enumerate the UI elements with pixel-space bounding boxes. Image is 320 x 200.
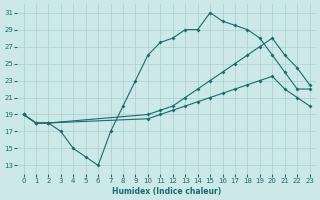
X-axis label: Humidex (Indice chaleur): Humidex (Indice chaleur): [112, 187, 221, 196]
